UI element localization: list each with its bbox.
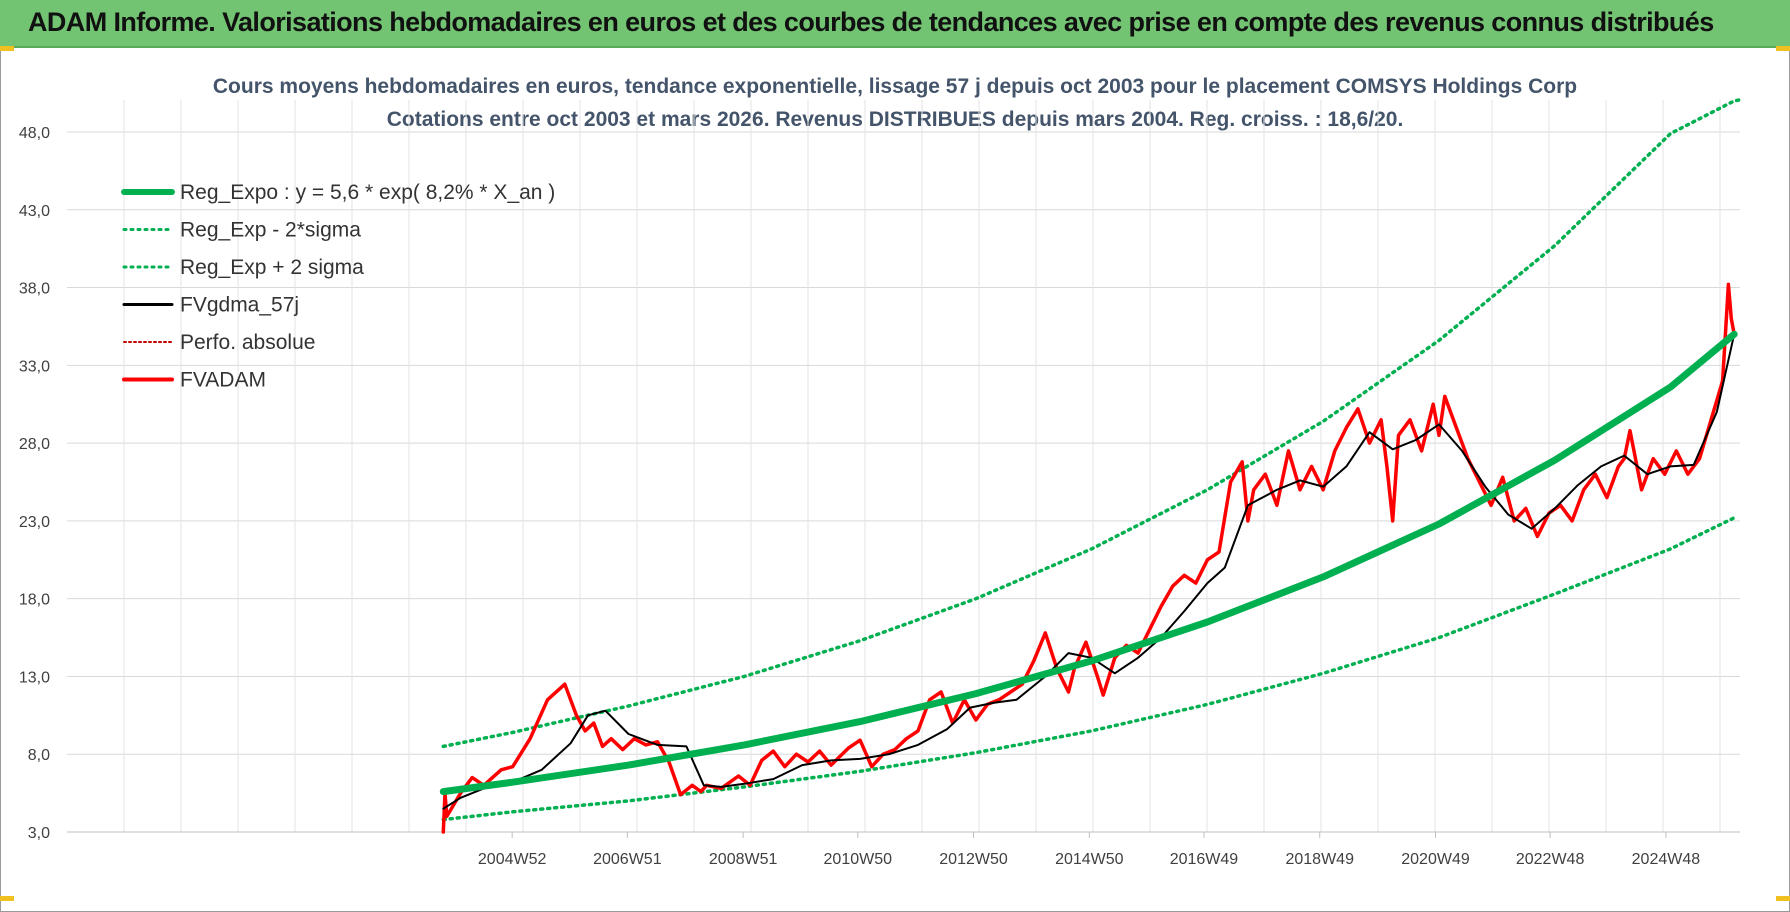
series-group xyxy=(439,98,1741,834)
legend-label: FVADAM xyxy=(180,369,266,392)
series-reg-exp-minus-2-sigma xyxy=(441,516,1736,822)
chart-title-line-2: Cotations entre oct 2003 et mars 2026. R… xyxy=(387,108,1404,131)
series-fvgdma-57j xyxy=(442,333,1736,810)
x-tick-label: 2018W49 xyxy=(1285,851,1354,868)
x-tick-label: 2006W51 xyxy=(593,851,662,868)
x-tick-label: 2010W50 xyxy=(824,851,893,868)
y-tick-label: 23,0 xyxy=(19,514,50,531)
report-banner: ADAM Informe. Valorisations hebdomadaire… xyxy=(0,0,1790,48)
x-tick-label: 2020W49 xyxy=(1401,851,1470,868)
y-tick-label: 8,0 xyxy=(28,747,50,764)
legend-label: Reg_Exp - 2*sigma xyxy=(180,219,361,242)
y-tick-label: 28,0 xyxy=(19,436,50,453)
legend-label: Reg_Expo : y = 5,6 * exp( 8,2% * X_an ) xyxy=(180,181,555,204)
x-tick-label: 2024W48 xyxy=(1632,851,1701,868)
corner-marker-bottom-left xyxy=(0,896,14,901)
legend-label: Perfo. absolue xyxy=(180,331,315,354)
legend: Reg_Expo : y = 5,6 * exp( 8,2% * X_an ) R… xyxy=(121,181,555,392)
x-tick-label: 2012W50 xyxy=(939,851,1008,868)
report-title: ADAM Informe. Valorisations hebdomadaire… xyxy=(28,7,1714,37)
y-tick-label: 33,0 xyxy=(19,358,50,375)
x-tick-label: 2004W52 xyxy=(478,851,547,868)
legend-label: FVgdma_57j xyxy=(180,294,299,317)
axes: 3,0 8,0 13,0 18,0 23,0 28,0 33,0 38,0 43,0 48,0 20… xyxy=(19,125,1740,868)
y-tick-label: 43,0 xyxy=(19,203,50,220)
series-reg-exp-plus-2-sigma xyxy=(441,98,1741,749)
y-tick-label: 3,0 xyxy=(28,825,50,842)
x-tick-label: 2008W51 xyxy=(709,851,778,868)
series-reg-expo xyxy=(439,330,1738,796)
corner-marker-top-right xyxy=(1776,46,1790,51)
y-tick-label: 13,0 xyxy=(19,669,50,686)
legend-label: Reg_Exp + 2 sigma xyxy=(180,256,364,279)
y-tick-label: 18,0 xyxy=(19,592,50,609)
x-tick-label: 2022W48 xyxy=(1516,851,1585,868)
gridlines xyxy=(67,100,1740,833)
y-tick-label: 48,0 xyxy=(19,125,50,142)
x-tick-label: 2014W50 xyxy=(1055,851,1124,868)
chart-title-line-1: Cours moyens hebdomadaires en euros, ten… xyxy=(213,75,1577,98)
y-tick-label: 38,0 xyxy=(19,281,50,298)
x-tick-label: 2016W49 xyxy=(1170,851,1239,868)
corner-marker-top-left xyxy=(0,46,14,51)
corner-marker-bottom-right xyxy=(1776,896,1790,901)
